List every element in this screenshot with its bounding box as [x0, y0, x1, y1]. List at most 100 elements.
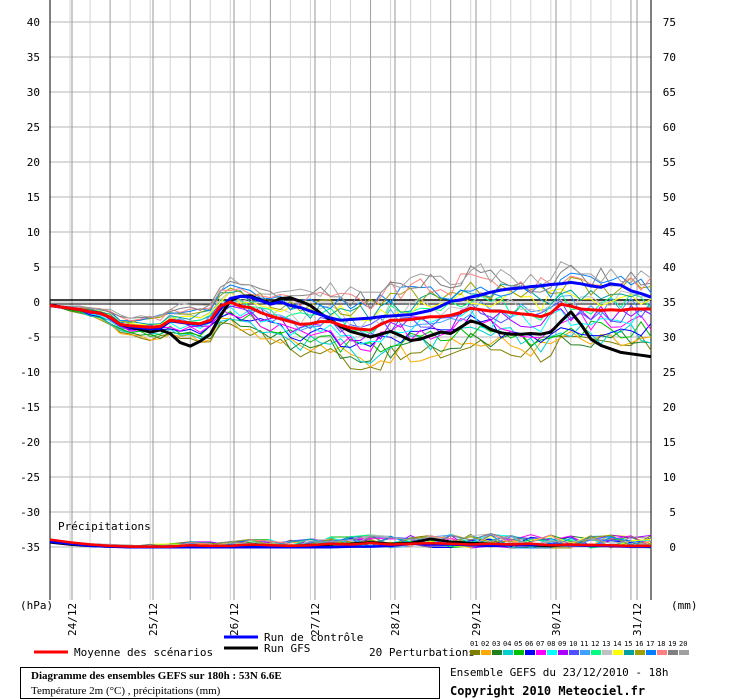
title-box: Diagramme des ensembles GEFS sur 180h : … — [20, 667, 440, 699]
right-tick-label: 45 — [663, 226, 676, 239]
member-color-legend: 01 02 03 04 05 06 07 08 09 10 11 12 13 14 15 16 17 18 19 20 — [470, 640, 689, 655]
temperature-line-gfs — [49, 294, 652, 359]
left-tick-label: -15 — [20, 401, 40, 414]
right-tick-label: 5 — [669, 506, 676, 519]
legend-gfs-label: Run GFS — [264, 642, 310, 655]
right-tick-label: 60 — [663, 121, 676, 134]
member-swatch — [569, 650, 579, 655]
member-line-19 — [49, 264, 652, 319]
member-swatch — [657, 650, 667, 655]
left-tick-label: -30 — [20, 506, 40, 519]
member-swatch — [525, 650, 535, 655]
temperature-line-mean — [49, 300, 651, 332]
member-number: 10 — [569, 640, 577, 648]
right-tick-label: 15 — [663, 436, 676, 449]
legend-control-label: Run de contrôle — [264, 631, 363, 644]
left-tick-label: -25 — [20, 471, 40, 484]
member-number: 18 — [657, 640, 665, 648]
member-swatch — [547, 650, 557, 655]
right-tick-label: 55 — [663, 156, 676, 169]
legend-mean-label: Moyenne des scénarios — [74, 646, 213, 659]
precipitation-label: Précipitations — [58, 520, 151, 533]
member-number: 11 — [580, 640, 588, 648]
member-swatch — [668, 650, 678, 655]
right-tick-label: 10 — [663, 471, 676, 484]
member-number: 02 — [481, 640, 489, 648]
left-tick-label: -10 — [20, 366, 40, 379]
x-tick-label: 25/12 — [147, 603, 160, 636]
member-swatch — [635, 650, 645, 655]
member-swatch — [646, 650, 656, 655]
right-tick-label: 75 — [663, 16, 676, 29]
member-number: 19 — [668, 640, 676, 648]
left-tick-label: 40 — [27, 16, 40, 29]
member-swatch — [580, 650, 590, 655]
right-tick-label: 70 — [663, 51, 676, 64]
member-number: 05 — [514, 640, 522, 648]
left-tick-label: -35 — [20, 541, 40, 554]
member-swatch — [679, 650, 689, 655]
member-swatch — [503, 650, 513, 655]
member-number: 15 — [624, 640, 632, 648]
ensemble-run-info: Ensemble GEFS du 23/12/2010 - 18h — [450, 666, 669, 679]
member-line-2 — [49, 305, 652, 368]
member-swatch — [602, 650, 612, 655]
member-swatch — [514, 650, 524, 655]
right-tick-label: 50 — [663, 191, 676, 204]
right-axis-unit: (mm) — [671, 599, 698, 612]
left-tick-label: 10 — [27, 226, 40, 239]
member-number: 16 — [635, 640, 643, 648]
legend-perturbations-label: 20 Perturbations — [369, 646, 475, 659]
right-tick-label: 65 — [663, 86, 676, 99]
member-line-5 — [49, 305, 652, 353]
x-tick-label: 28/12 — [389, 603, 402, 636]
copyright: Copyright 2010 Meteociel.fr — [450, 684, 646, 698]
right-tick-label: 20 — [663, 401, 676, 414]
x-tick-label: 30/12 — [550, 603, 563, 636]
right-tick-label: 25 — [663, 366, 676, 379]
x-tick-label: 31/12 — [631, 603, 644, 636]
chart-title: Diagramme des ensembles GEFS sur 180h : … — [31, 670, 282, 682]
left-tick-label: 20 — [27, 156, 40, 169]
member-number: 17 — [646, 640, 654, 648]
member-swatch — [481, 650, 491, 655]
x-tick-label: 27/12 — [309, 603, 322, 636]
member-number: 03 — [492, 640, 500, 648]
member-number: 13 — [602, 640, 610, 648]
member-swatch — [613, 650, 623, 655]
member-number: 12 — [591, 640, 599, 648]
right-tick-label: 0 — [669, 541, 676, 554]
member-swatch — [624, 650, 634, 655]
left-tick-label: 0 — [33, 296, 40, 309]
member-number: 09 — [558, 640, 566, 648]
member-number: 07 — [536, 640, 544, 648]
member-swatch — [558, 650, 568, 655]
member-number: 20 — [679, 640, 687, 648]
main-series-lines — [49, 280, 652, 549]
left-tick-label: 30 — [27, 86, 40, 99]
left-tick-label: -5 — [27, 331, 40, 344]
left-tick-label: 35 — [27, 51, 40, 64]
left-tick-label: 5 — [33, 261, 40, 274]
left-tick-label: -20 — [20, 436, 40, 449]
member-swatch — [470, 650, 480, 655]
left-tick-label: 25 — [27, 121, 40, 134]
member-line-15 — [49, 283, 652, 326]
x-tick-label: 29/12 — [470, 603, 483, 636]
right-tick-label: 40 — [663, 261, 676, 274]
right-tick-label: 30 — [663, 331, 676, 344]
member-swatch — [492, 650, 502, 655]
x-tick-label: 24/12 — [66, 603, 79, 636]
left-axis-unit: (hPa) — [20, 599, 53, 612]
member-swatch — [591, 650, 601, 655]
member-number: 14 — [613, 640, 621, 648]
left-tick-label: 15 — [27, 191, 40, 204]
precip-line-mean — [49, 538, 651, 548]
member-line-16 — [49, 276, 652, 324]
member-line-20 — [49, 261, 652, 320]
member-number: 08 — [547, 640, 555, 648]
member-number: 01 — [470, 640, 478, 648]
right-tick-label: 35 — [663, 296, 676, 309]
